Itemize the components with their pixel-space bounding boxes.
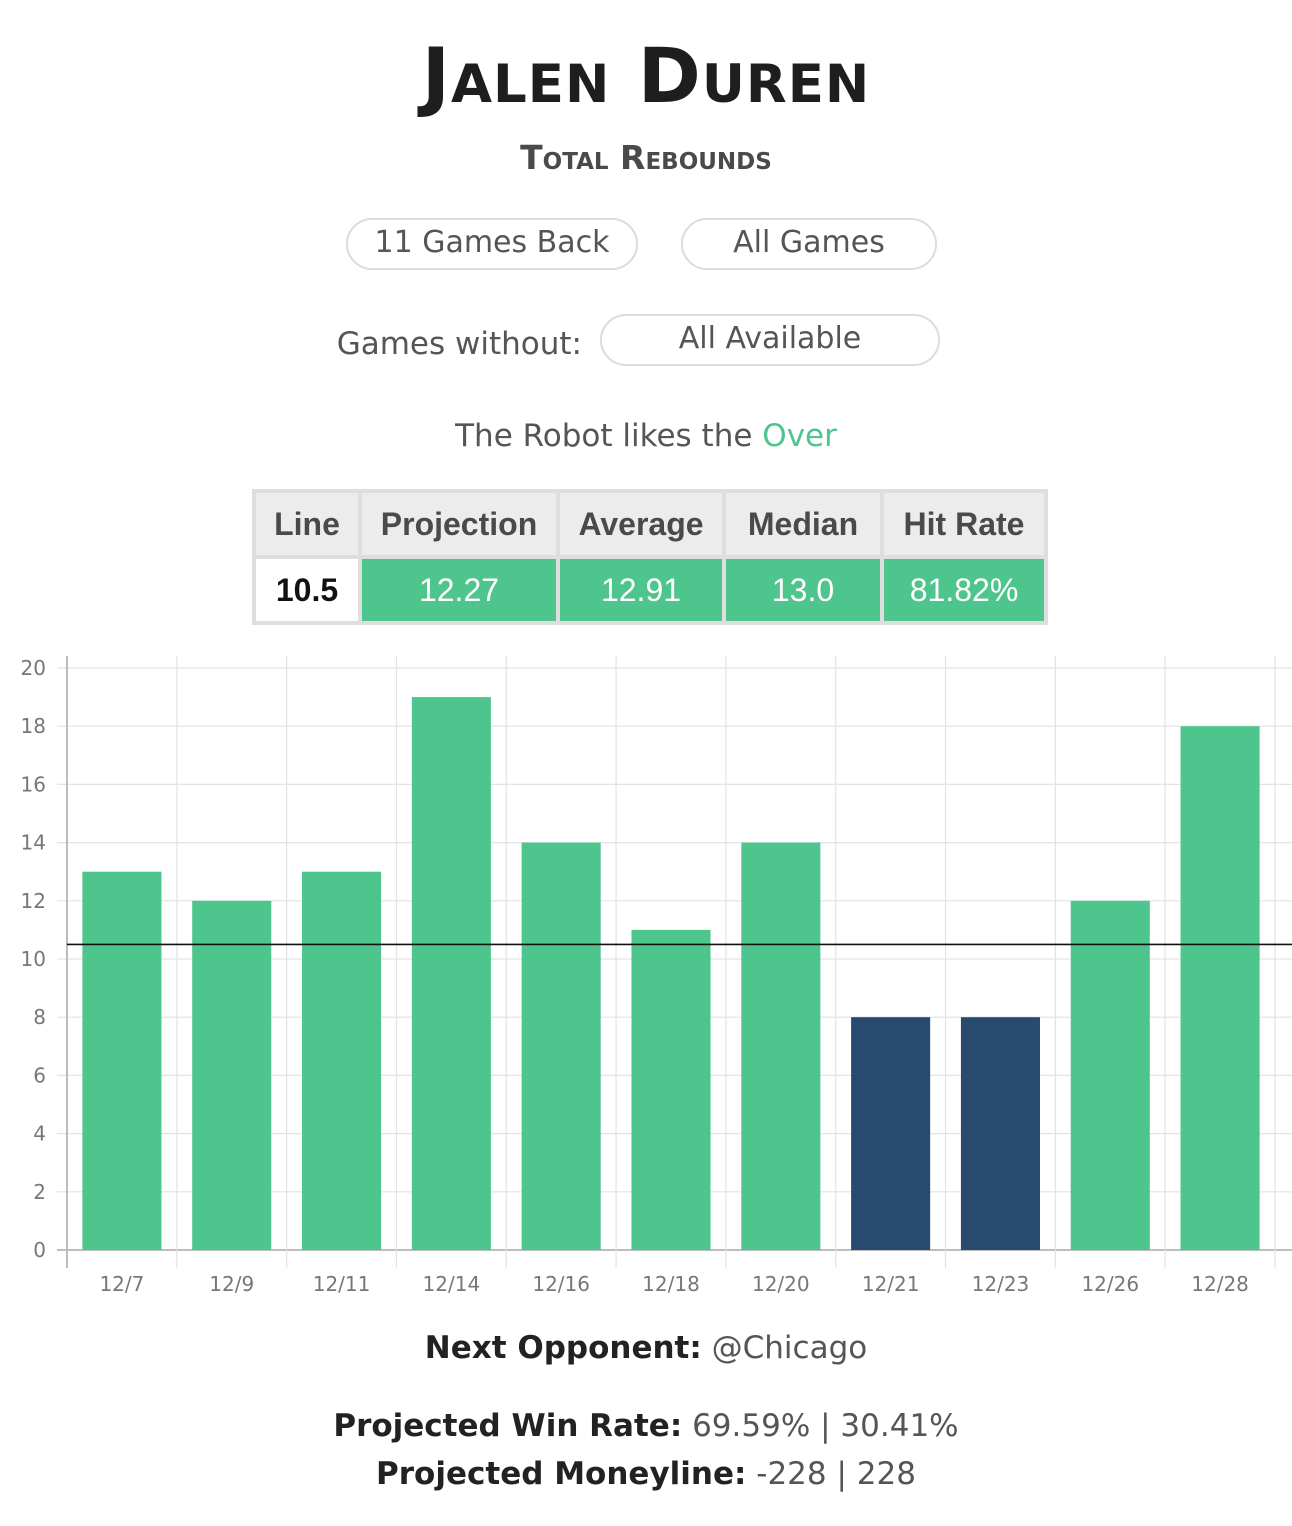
x-tick-label: 12/26 bbox=[1081, 1272, 1139, 1296]
header-average: Average bbox=[558, 491, 724, 557]
projected-moneyline: Projected Moneyline: -228 | 228 bbox=[0, 1452, 1292, 1496]
bar-12/20 bbox=[741, 842, 821, 1250]
stats-table: Line Projection Average Median Hit Rate … bbox=[252, 489, 1048, 625]
games-without-dropdown[interactable]: All Available bbox=[600, 314, 940, 366]
bar-12/23 bbox=[960, 1017, 1040, 1250]
next-opponent: Next Opponent: @Chicago bbox=[0, 1326, 1292, 1370]
y-tick-label: 2 bbox=[33, 1180, 46, 1204]
y-tick-label: 0 bbox=[33, 1238, 46, 1262]
recommendation-pick: Over bbox=[762, 418, 837, 454]
value-median: 13.0 bbox=[724, 557, 882, 623]
value-projection: 12.27 bbox=[360, 557, 558, 623]
bar-12/14 bbox=[411, 697, 491, 1250]
y-tick-label: 6 bbox=[33, 1063, 46, 1087]
moneyline-label: Projected Moneyline: bbox=[376, 1456, 747, 1492]
stat-title: Total Rebounds bbox=[520, 138, 772, 177]
y-tick-label: 16 bbox=[21, 772, 46, 796]
bar-12/11 bbox=[302, 871, 382, 1250]
bar-12/21 bbox=[851, 1017, 931, 1250]
player-name: Jalen Duren bbox=[421, 31, 871, 120]
x-tick-label: 12/16 bbox=[532, 1272, 590, 1296]
projected-win-rate: Projected Win Rate: 69.59% | 30.41% bbox=[0, 1404, 1292, 1448]
bar-12/28 bbox=[1180, 726, 1260, 1250]
y-tick-label: 10 bbox=[21, 947, 46, 971]
games-back-dropdown[interactable]: 11 Games Back bbox=[346, 218, 638, 270]
y-tick-label: 12 bbox=[21, 889, 46, 913]
x-tick-label: 12/28 bbox=[1191, 1272, 1249, 1296]
x-tick-label: 12/9 bbox=[209, 1272, 254, 1296]
bar-12/16 bbox=[521, 842, 601, 1250]
stats-value-row: 10.5 12.27 12.91 13.0 81.82% bbox=[254, 557, 1046, 623]
header-median: Median bbox=[724, 491, 882, 557]
y-tick-label: 14 bbox=[21, 831, 46, 855]
x-tick-label: 12/18 bbox=[642, 1272, 700, 1296]
bar-12/9 bbox=[192, 900, 272, 1250]
win-rate-label: Projected Win Rate: bbox=[333, 1408, 683, 1444]
recommendation-prefix: The Robot likes the bbox=[455, 418, 753, 454]
header-line: Line bbox=[254, 491, 360, 557]
robot-recommendation: The Robot likes the Over bbox=[0, 414, 1292, 458]
next-opponent-value: @Chicago bbox=[711, 1330, 868, 1366]
header-hit-rate: Hit Rate bbox=[882, 491, 1046, 557]
next-opponent-label: Next Opponent: bbox=[424, 1330, 702, 1366]
value-average: 12.91 bbox=[558, 557, 724, 623]
moneyline-value: -228 | 228 bbox=[756, 1456, 916, 1492]
x-tick-label: 12/23 bbox=[972, 1272, 1030, 1296]
x-tick-label: 12/7 bbox=[99, 1272, 144, 1296]
x-tick-label: 12/20 bbox=[752, 1272, 810, 1296]
bar-12/18 bbox=[631, 929, 711, 1250]
x-tick-label: 12/21 bbox=[862, 1272, 920, 1296]
rebounds-bar-chart: 0 2 4 6 8 10 12 14 16 18 20 12/7 12/9 12/11 12/14 12/16… bbox=[21, 656, 1292, 1296]
value-hit-rate: 81.82% bbox=[882, 557, 1046, 623]
y-tick-label: 18 bbox=[21, 714, 46, 738]
stats-header-row: Line Projection Average Median Hit Rate bbox=[254, 491, 1046, 557]
bar-12/26 bbox=[1070, 900, 1150, 1250]
games-without-label: Games without: bbox=[336, 326, 582, 362]
value-line: 10.5 bbox=[254, 557, 360, 623]
header-projection: Projection bbox=[360, 491, 558, 557]
bar-12/7 bbox=[82, 871, 162, 1250]
game-type-dropdown[interactable]: All Games bbox=[681, 218, 937, 270]
y-tick-label: 20 bbox=[21, 656, 46, 680]
x-tick-label: 12/11 bbox=[313, 1272, 371, 1296]
y-tick-label: 8 bbox=[33, 1005, 46, 1029]
y-tick-label: 4 bbox=[33, 1122, 46, 1146]
win-rate-value: 69.59% | 30.41% bbox=[692, 1408, 959, 1444]
x-tick-label: 12/14 bbox=[423, 1272, 481, 1296]
